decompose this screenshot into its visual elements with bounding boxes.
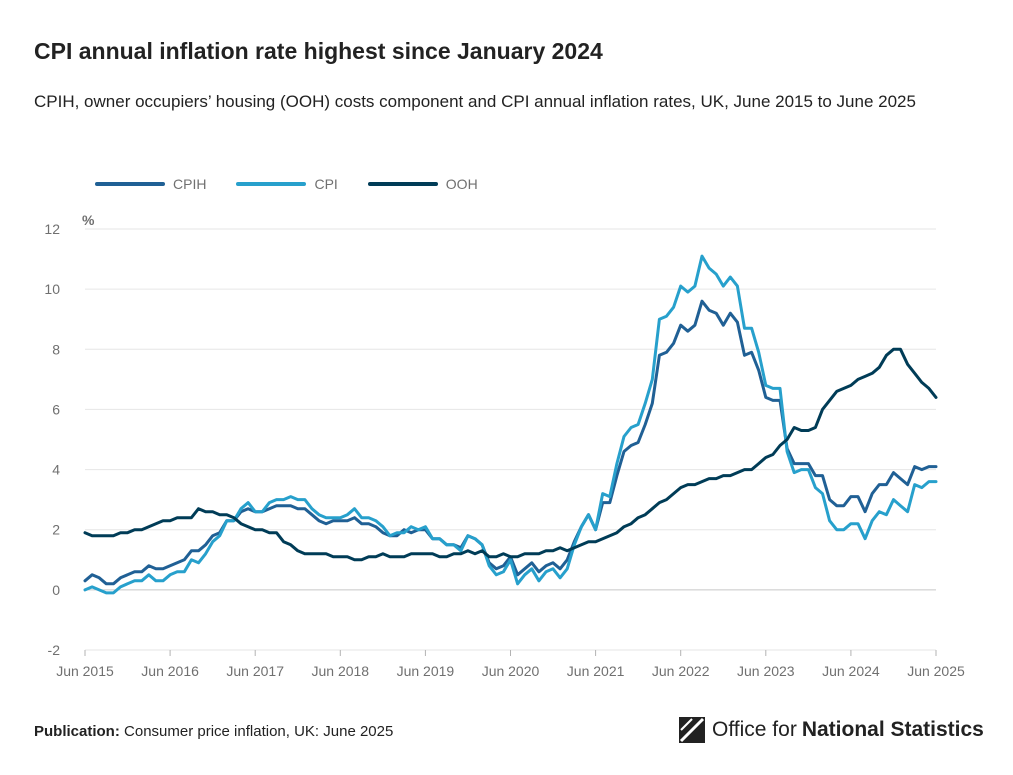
x-tick-label: Jun 2022 [652,663,710,679]
y-tick-label: 0 [52,582,60,598]
legend-item-cpih[interactable]: CPIH [95,176,206,192]
series-line-ooh[interactable] [83,347,938,562]
chart-title: CPI annual inflation rate highest since … [34,38,603,64]
publication-note: Publication: Consumer price inflation, U… [34,723,393,740]
y-tick-label: -2 [48,642,61,658]
legend-label-ooh: OOH [445,176,478,192]
publication-text[interactable]: Consumer price inflation, UK: June 2025 [124,723,394,740]
ons-logo[interactable]: Office for National Statistics [678,716,984,744]
publication-label: Publication: [34,723,120,740]
x-tick-label: Jun 2020 [482,663,540,679]
y-tick-label: 10 [44,281,60,297]
y-tick-label: 4 [52,462,60,478]
series-lines [83,254,938,595]
logo-text-plain: Office for [712,718,797,741]
legend-label-cpi: CPI [314,176,338,192]
x-tick-label: Jun 2018 [311,663,369,679]
legend-label-cpih: CPIH [173,176,207,192]
x-tick-label: Jun 2024 [822,663,880,679]
x-tick-label: Jun 2025 [907,663,965,679]
legend-item-ooh[interactable]: OOH [367,176,478,192]
x-tick-label: Jun 2023 [737,663,795,679]
x-tick-label: Jun 2021 [567,663,625,679]
ons-logo-icon [679,717,705,743]
x-tick-label: Jun 2019 [397,663,455,679]
legend-swatch-ooh [367,182,438,186]
y-tick-label: 2 [52,522,60,538]
series-line-cpi[interactable] [83,254,938,595]
legend-item-cpi[interactable]: CPI [236,176,338,192]
y-tick-label: 6 [52,401,60,417]
x-tick-label: Jun 2016 [141,663,199,679]
x-tick-label: Jun 2015 [56,663,114,679]
y-tick-label: 12 [44,221,60,237]
x-axis-ticks: Jun 2015 Jun 2016 Jun 2017 Jun 2018 Jun 2019… [56,650,965,679]
chart-legend: CPIH CPI OOH [95,176,508,192]
y-tick-label: 8 [52,341,60,357]
x-tick-label: Jun 2017 [226,663,284,679]
chart-subtitle: CPIH, owner occupiers’ housing (OOH) cos… [34,92,916,111]
logo-text-bold: National Statistics [801,718,984,741]
legend-swatch-cpih [95,182,165,186]
y-axis-ticks: -2 0 2 4 6 8 10 12 [44,221,60,658]
y-axis-label: % [82,212,95,228]
legend-swatch-cpi [236,182,307,186]
gridlines [85,228,936,651]
